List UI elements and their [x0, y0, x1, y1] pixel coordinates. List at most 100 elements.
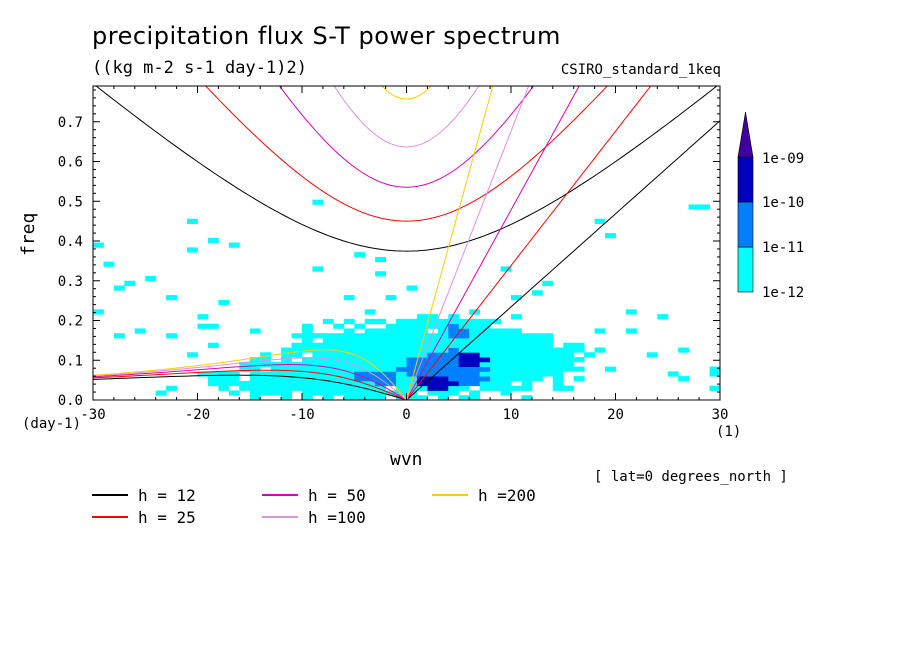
power-cell	[490, 385, 501, 391]
power-cell	[490, 318, 501, 325]
power-cell	[521, 352, 533, 358]
power-cell	[396, 385, 407, 391]
power-cell	[333, 376, 345, 382]
power-cell	[333, 390, 345, 396]
power-cell	[291, 380, 303, 387]
power-cell	[521, 376, 533, 382]
power-cell	[542, 347, 554, 353]
power-cell	[709, 366, 721, 372]
y-tick-label: 0.3	[58, 274, 83, 290]
power-cell	[521, 371, 533, 377]
power-cell	[469, 318, 481, 325]
x-tick-label: -10	[289, 407, 314, 423]
power-cell	[594, 347, 606, 353]
power-cell	[511, 342, 522, 348]
power-cell	[552, 347, 564, 353]
power-cell	[479, 318, 491, 325]
power-cell	[458, 376, 470, 382]
power-cell	[333, 357, 345, 363]
power-cell	[563, 366, 575, 372]
power-cell	[552, 376, 564, 382]
kelvin-curve	[406, 86, 652, 400]
power-cell	[375, 337, 386, 344]
power-cell	[322, 390, 334, 396]
power-cell	[343, 347, 355, 353]
power-cell	[218, 380, 230, 387]
power-cell	[302, 347, 313, 353]
power-cell	[239, 361, 251, 368]
power-cell	[437, 390, 449, 396]
power-cell	[354, 371, 366, 377]
power-cell	[521, 395, 533, 401]
power-cell	[469, 333, 481, 339]
power-cell	[416, 366, 428, 372]
power-cell	[375, 371, 386, 377]
power-cell	[218, 299, 230, 306]
power-cell	[406, 395, 418, 401]
power-cell	[416, 380, 428, 387]
power-cell	[197, 323, 209, 329]
power-cell	[364, 309, 376, 315]
power-cell	[448, 328, 460, 334]
power-cell	[427, 352, 439, 358]
colorbar-segment	[737, 156, 754, 203]
power-cell	[511, 333, 522, 339]
power-cell	[302, 342, 313, 348]
power-cell	[187, 247, 198, 253]
power-cell	[458, 347, 470, 353]
power-cell	[427, 314, 439, 320]
latitude-note: [ lat=0 degrees_north ]	[594, 469, 788, 485]
y-tick-label: 0.7	[58, 115, 83, 131]
dispersion-curves	[93, 86, 720, 400]
power-cell	[437, 380, 449, 387]
power-cell	[406, 366, 418, 372]
power-cell	[427, 371, 439, 377]
power-cell	[396, 323, 407, 329]
power-cell	[437, 357, 449, 363]
power-cell	[490, 380, 501, 387]
power-cell	[437, 352, 449, 358]
power-cell	[343, 385, 355, 391]
power-cell	[490, 366, 501, 372]
power-cell	[573, 366, 585, 372]
power-cell	[396, 333, 407, 339]
power-cell	[364, 333, 376, 339]
power-cell	[531, 371, 543, 377]
power-cell	[207, 237, 219, 244]
power-cell	[542, 337, 554, 344]
power-cell	[249, 371, 261, 377]
power-cell	[322, 371, 334, 377]
power-cell	[228, 242, 240, 248]
legend-swatch	[92, 516, 128, 518]
power-cell	[427, 385, 439, 391]
power-cell	[416, 318, 428, 325]
legend-item: h = 25	[92, 507, 196, 527]
power-cell	[500, 366, 512, 372]
y-tick-label: 0.4	[58, 234, 83, 250]
power-cell	[375, 390, 386, 396]
power-cell	[521, 337, 533, 344]
power-cell	[322, 352, 334, 358]
power-cell	[312, 199, 324, 205]
power-cell	[291, 385, 303, 391]
model-name: CSIRO_standard_1keq	[560, 62, 721, 78]
power-cell	[322, 380, 334, 387]
power-cell	[552, 380, 564, 387]
rossby-curve	[93, 369, 407, 400]
power-cell	[479, 342, 491, 348]
power-cell	[385, 357, 397, 363]
power-cell	[490, 352, 501, 358]
power-cell	[458, 318, 470, 325]
power-cell	[343, 366, 355, 372]
power-cell	[448, 347, 460, 353]
power-cell	[375, 357, 386, 363]
power-cell	[500, 333, 512, 339]
power-cell	[500, 361, 512, 368]
y-tick-label: 0.6	[58, 155, 83, 171]
power-cell	[333, 333, 345, 339]
power-cell	[364, 390, 376, 396]
power-cell	[302, 366, 313, 372]
power-cell	[302, 361, 313, 368]
power-cell	[396, 371, 407, 377]
power-cell	[490, 376, 501, 382]
